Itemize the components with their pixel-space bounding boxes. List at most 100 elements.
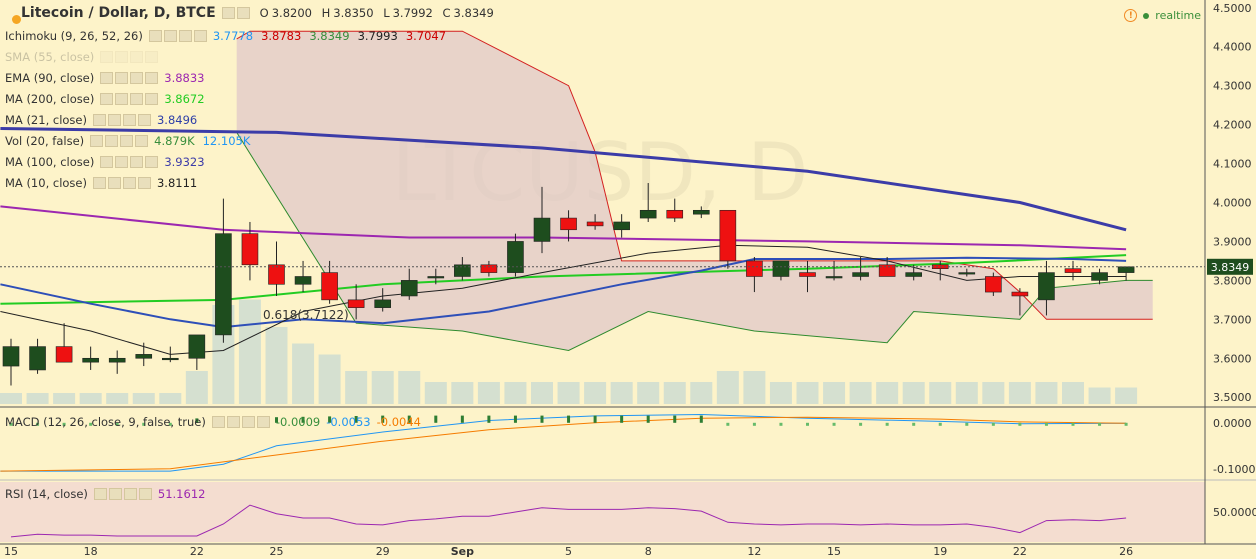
macd-name[interactable]: MACD (12, 26, close, 9, false, true)	[5, 415, 206, 429]
macd-hist-bar	[460, 415, 464, 423]
series-line-ma-21-close-	[0, 256, 1127, 329]
macd-add-icon[interactable]	[241, 416, 255, 428]
candle-body	[878, 264, 896, 277]
macd-hist-bar	[168, 422, 172, 426]
x-tick-label: 26	[1119, 545, 1133, 558]
volume-bar	[0, 393, 22, 404]
symbol-logo-icon	[12, 15, 21, 24]
macd-y-tick-label: 0.0000	[1213, 417, 1252, 430]
candle-body	[533, 217, 551, 242]
x-tick-label: 22	[190, 545, 204, 558]
y-tick-label: 4.2000	[1213, 119, 1252, 132]
macd-hist-bar	[620, 415, 624, 423]
y-tick-label: 3.9000	[1213, 235, 1252, 248]
x-tick-label: 22	[1013, 545, 1027, 558]
candle-body	[82, 357, 99, 363]
candle-body	[347, 299, 365, 308]
candle-body	[321, 272, 338, 301]
volume-bar	[637, 382, 660, 404]
candle-body	[268, 264, 285, 285]
volume-bar	[398, 371, 421, 404]
volume-bar	[902, 382, 925, 404]
volume-bar	[238, 299, 261, 404]
volume-bar	[371, 371, 394, 404]
macd-hist-bar	[646, 415, 650, 423]
realtime-label: realtime	[1155, 9, 1201, 22]
symbol-title: Litecoin / Dollar, D, BTCE	[21, 5, 216, 21]
candle-body	[427, 276, 445, 279]
volume-bar	[929, 382, 952, 404]
y-tick-label: 4.1000	[1213, 158, 1252, 171]
macd-hist-bar	[36, 422, 40, 426]
x-tick-label: 25	[270, 545, 284, 558]
candle-body	[1064, 268, 1082, 273]
symbol-menu-icon[interactable]	[221, 7, 235, 19]
volume-series	[0, 299, 1138, 404]
volume-bar	[53, 393, 76, 404]
symbol-settings-icon[interactable]	[236, 7, 250, 19]
macd-settings-icon[interactable]	[226, 416, 240, 428]
x-tick-label: 8	[645, 545, 652, 558]
macd-hist-bar	[673, 415, 677, 423]
macd-hist-bar	[965, 422, 969, 426]
volume-bar	[849, 382, 872, 404]
macd-hist-bar	[938, 422, 942, 426]
rsi-value: 51.1612	[157, 487, 206, 501]
macd-hist-bar	[434, 415, 438, 423]
volume-bar	[716, 371, 739, 404]
last-price-text: 3.8349	[1211, 261, 1250, 274]
rsi-close-icon[interactable]	[138, 488, 152, 500]
macd-hist-bar	[195, 418, 199, 423]
macd-hist-bar	[991, 422, 995, 426]
macd-hist-bar	[115, 422, 119, 426]
macd-hist-bar	[726, 422, 730, 426]
candle-body	[241, 233, 259, 266]
volume-bar	[876, 382, 899, 404]
last-price-tag	[1207, 258, 1253, 275]
macd-visibility-icon[interactable]	[211, 416, 225, 428]
volume-bar	[584, 382, 607, 404]
candle-body	[2, 346, 20, 367]
volume-bar	[531, 382, 553, 404]
candle-body	[1011, 291, 1029, 297]
candle-body	[586, 221, 604, 227]
macd-value-macd: -0.0053	[326, 415, 371, 429]
rsi-name[interactable]: RSI (14, close)	[5, 487, 88, 501]
candle-body	[905, 272, 923, 277]
volume-bar	[690, 382, 713, 404]
volume-bar	[982, 382, 1005, 404]
alert-icon[interactable]: !	[1124, 9, 1138, 22]
macd-hist-bar	[885, 422, 889, 426]
volume-bar	[1115, 387, 1138, 404]
volume-bar	[477, 382, 500, 404]
macd-hist-bar	[381, 415, 385, 423]
y-tick-label: 3.6000	[1213, 352, 1252, 365]
macd-hist-bar	[859, 422, 863, 426]
series-line-ma-100-close-	[0, 127, 1127, 232]
candle-body	[666, 209, 684, 219]
volume-bar	[265, 327, 288, 404]
candle-body	[958, 272, 976, 275]
chart-header: Litecoin / Dollar, D, BTCE O 3.8200 H 3.83…	[5, 5, 500, 24]
candle-body	[825, 276, 843, 279]
macd-hist-bar	[301, 416, 305, 423]
candle-body	[454, 264, 471, 277]
rsi-add-icon[interactable]	[123, 488, 137, 500]
volume-bar	[504, 382, 527, 404]
volume-bar	[292, 343, 315, 404]
macd-hist-bar	[487, 415, 491, 423]
macd-hist-bar	[1018, 422, 1022, 426]
macd-hist-bar	[1044, 422, 1048, 426]
rsi-settings-icon[interactable]	[108, 488, 122, 500]
macd-hist-bar	[540, 415, 544, 423]
volume-bar	[345, 371, 368, 404]
volume-bar	[769, 382, 792, 404]
candle-body	[188, 334, 206, 359]
fib-level-label: 0.618(3.7122)	[263, 308, 349, 322]
volume-bar	[1088, 387, 1111, 404]
volume-bar	[159, 393, 182, 404]
rsi-visibility-icon[interactable]	[93, 488, 107, 500]
macd-close-icon[interactable]	[256, 416, 270, 428]
volume-bar	[796, 382, 819, 404]
